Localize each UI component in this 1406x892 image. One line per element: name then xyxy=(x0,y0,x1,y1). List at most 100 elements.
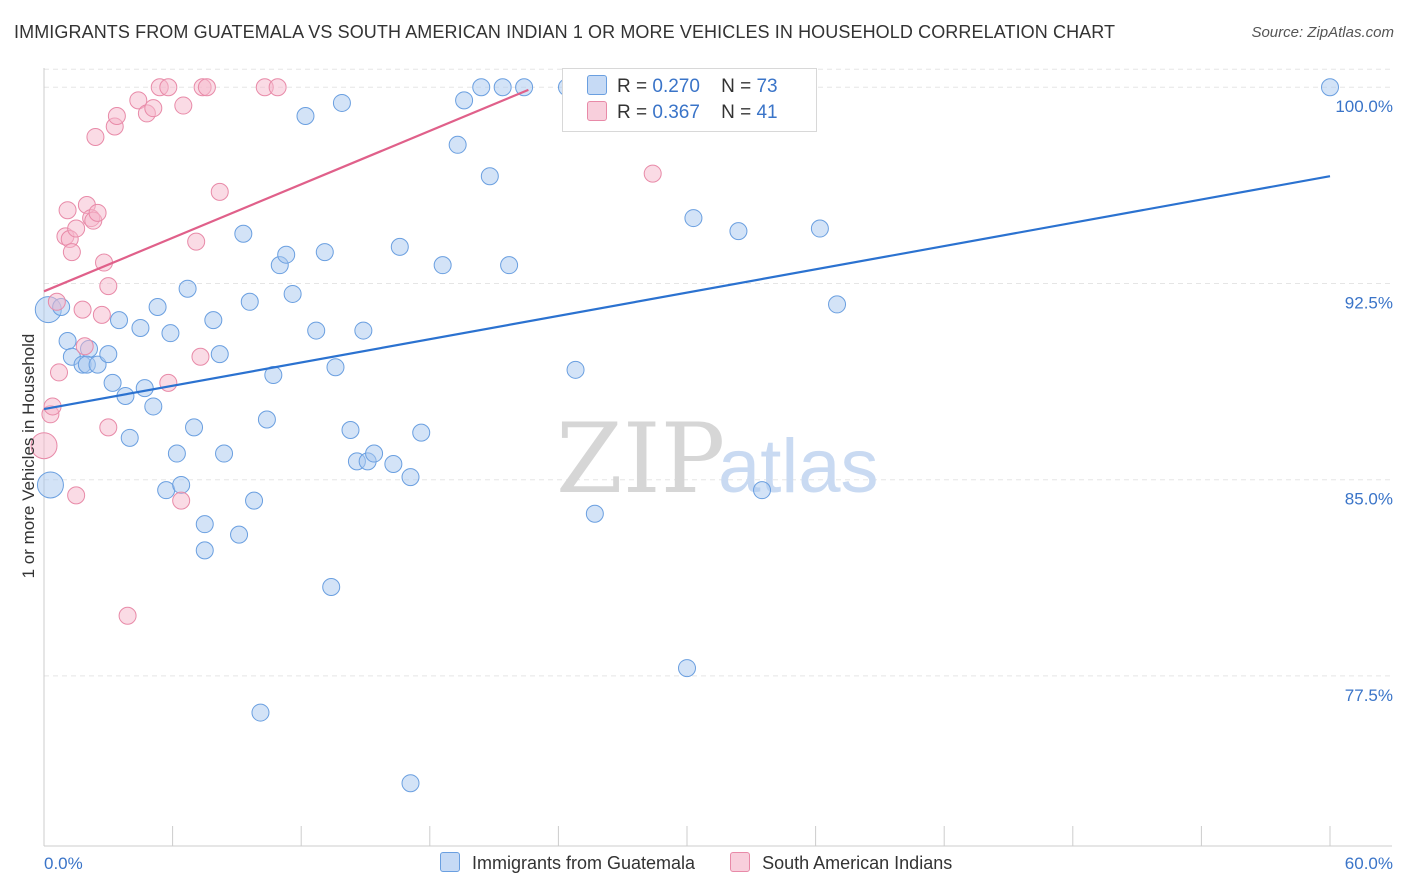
data-point xyxy=(480,167,499,186)
data-point xyxy=(322,577,341,596)
data-point xyxy=(92,305,111,324)
data-point xyxy=(332,93,351,112)
data-point xyxy=(174,96,193,115)
data-point xyxy=(230,525,249,544)
data-point xyxy=(566,360,585,379)
series-south-american-indians xyxy=(30,78,662,625)
data-point xyxy=(412,423,431,442)
data-point xyxy=(118,606,137,625)
data-point xyxy=(828,295,847,314)
y-tick-label: 92.5% xyxy=(1345,293,1393,312)
data-point xyxy=(448,135,467,154)
data-point xyxy=(283,284,302,303)
y-axis-title: 1 or more Vehicles in Household xyxy=(19,334,38,579)
trend-line xyxy=(43,175,1331,411)
data-point xyxy=(144,397,163,416)
data-point xyxy=(390,237,409,256)
data-point xyxy=(99,345,118,364)
data-point xyxy=(58,332,77,351)
data-point xyxy=(159,78,178,97)
data-point xyxy=(103,373,122,392)
data-point xyxy=(240,292,259,311)
data-point xyxy=(67,219,86,238)
data-point xyxy=(472,78,491,97)
data-point xyxy=(204,311,223,330)
data-point xyxy=(315,243,334,262)
legend-item-guatemala: Immigrants from Guatemala xyxy=(440,852,695,874)
n-value-blue: 73 xyxy=(756,76,778,97)
data-point xyxy=(50,363,69,382)
data-point xyxy=(433,256,452,275)
data-point xyxy=(493,78,512,97)
data-point xyxy=(585,504,604,523)
legend-swatch-blue xyxy=(587,75,607,95)
data-point xyxy=(197,78,216,97)
data-point xyxy=(401,774,420,793)
data-point xyxy=(215,444,234,463)
trend-line xyxy=(43,88,529,293)
data-point xyxy=(365,444,384,463)
data-point xyxy=(277,245,296,264)
watermark-atlas: atlas xyxy=(718,424,879,509)
data-point xyxy=(86,127,105,146)
data-point xyxy=(62,243,81,262)
y-tick-label: 85.0% xyxy=(1345,490,1393,509)
data-point xyxy=(161,324,180,343)
data-point xyxy=(120,428,139,447)
data-point xyxy=(88,203,107,222)
data-point xyxy=(684,209,703,228)
x-tick-label: 60.0% xyxy=(1345,854,1393,873)
data-point xyxy=(1321,78,1339,97)
data-point xyxy=(73,300,92,319)
data-point xyxy=(500,256,519,275)
r-value-blue: 0.270 xyxy=(652,76,700,97)
source-label: Source: ZipAtlas.com xyxy=(1251,24,1394,41)
data-point xyxy=(296,107,315,126)
data-point xyxy=(99,277,118,296)
chart-title: IMMIGRANTS FROM GUATEMALA VS SOUTH AMERI… xyxy=(14,22,1116,42)
data-point xyxy=(210,182,229,201)
data-point xyxy=(30,432,58,460)
legend-stats-row-indians: R = 0.367 N = 41 xyxy=(587,101,778,127)
n-value-pink: 41 xyxy=(756,102,778,123)
data-point xyxy=(110,311,129,330)
x-tick-label: 0.0% xyxy=(44,854,83,873)
data-point xyxy=(678,659,696,678)
data-point xyxy=(58,201,77,220)
y-tick-label: 100.0% xyxy=(1335,97,1393,116)
data-point xyxy=(172,475,191,494)
data-point xyxy=(326,358,345,377)
data-point xyxy=(268,78,287,97)
data-point xyxy=(257,410,276,429)
data-point xyxy=(187,232,206,251)
data-point xyxy=(107,107,126,126)
data-point xyxy=(159,373,178,392)
legend-stats: R = 0.270 N = 73 R = 0.367 N = 41 xyxy=(562,68,817,132)
legend-swatch-indians xyxy=(730,852,751,872)
data-point xyxy=(148,298,167,317)
legend-swatch-pink xyxy=(587,101,607,121)
data-point xyxy=(135,379,154,398)
data-point xyxy=(384,455,403,474)
legend-stats-row-guatemala: R = 0.270 N = 73 xyxy=(587,75,778,101)
watermark: ZIP atlas xyxy=(556,403,879,515)
data-point xyxy=(753,481,772,500)
data-point xyxy=(36,471,64,499)
data-point xyxy=(157,481,176,500)
data-point xyxy=(67,486,86,505)
data-point xyxy=(195,541,214,560)
data-point xyxy=(810,219,829,238)
data-point xyxy=(401,468,420,487)
data-point xyxy=(99,418,118,437)
y-tick-label: 77.5% xyxy=(1345,686,1393,705)
data-point xyxy=(643,164,662,183)
data-point xyxy=(354,321,373,340)
legend-item-indians: South American Indians xyxy=(730,852,952,874)
data-point xyxy=(131,318,150,337)
data-point xyxy=(234,224,253,243)
data-point xyxy=(515,78,534,97)
data-point xyxy=(245,491,264,510)
data-point xyxy=(195,515,214,534)
data-point xyxy=(172,491,191,510)
